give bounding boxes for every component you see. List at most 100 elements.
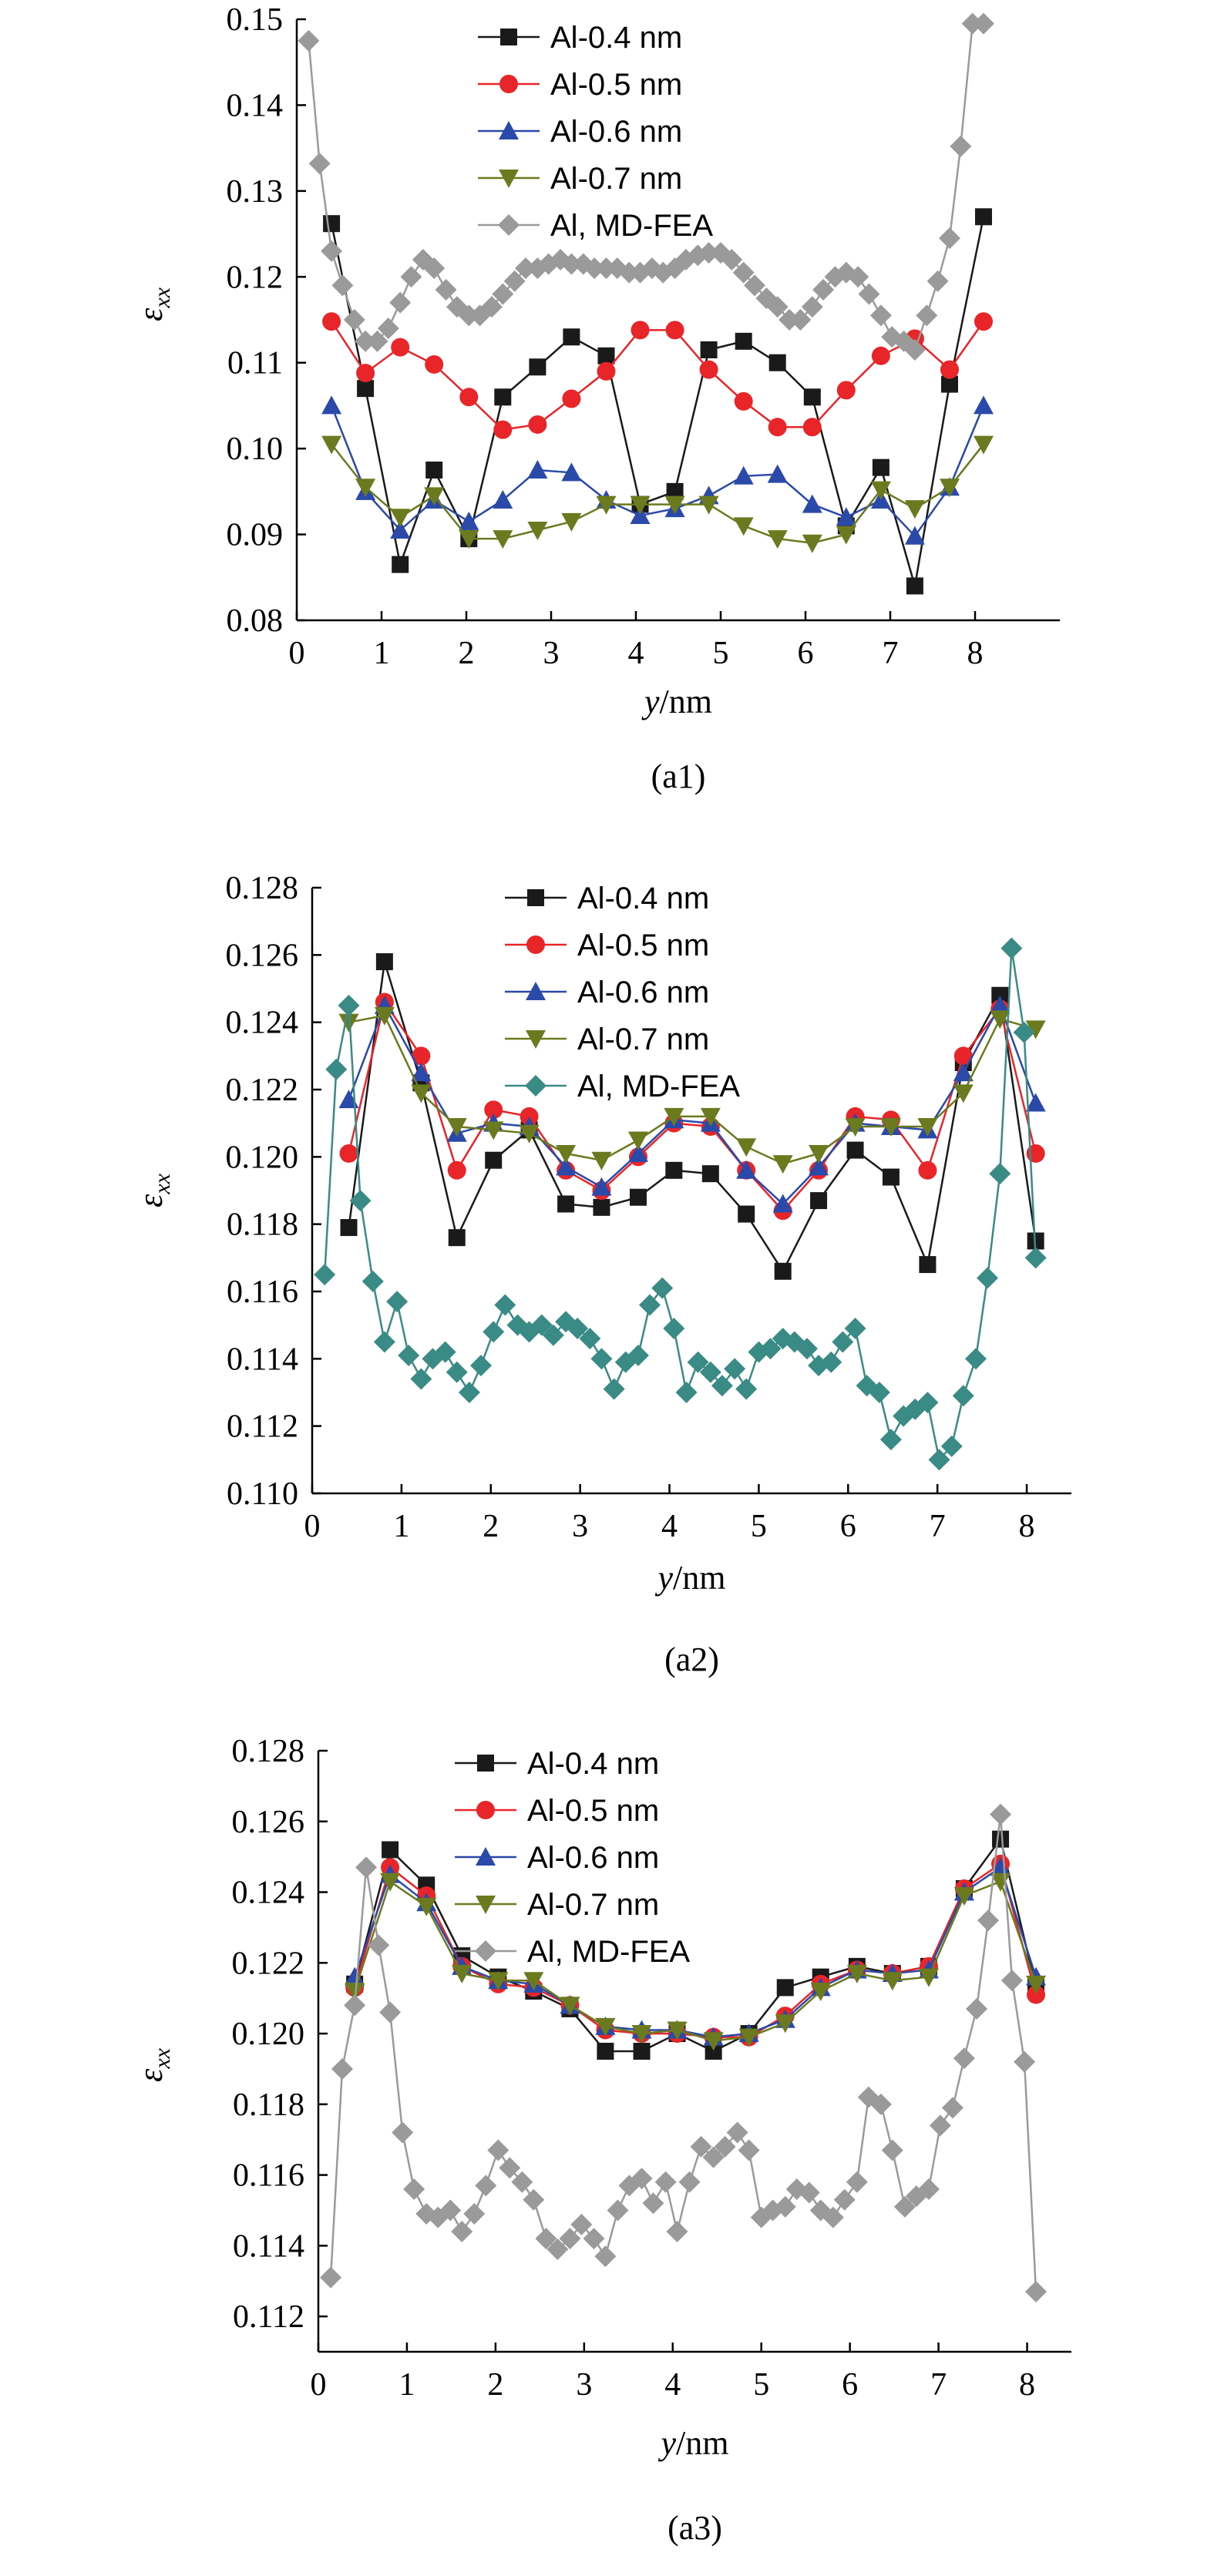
data-point bbox=[844, 1318, 866, 1340]
legend-item: Al-0.4 nm bbox=[478, 21, 682, 55]
data-point bbox=[392, 2121, 414, 2144]
data-point bbox=[357, 380, 375, 398]
data-point bbox=[494, 1294, 516, 1316]
data-point bbox=[355, 479, 376, 498]
data-point bbox=[869, 2093, 892, 2115]
data-point bbox=[320, 2266, 342, 2289]
data-point bbox=[629, 1188, 647, 1206]
data-point bbox=[446, 1361, 468, 1383]
data-point bbox=[953, 1887, 974, 1906]
data-point bbox=[735, 332, 752, 350]
y-tick-label: 0.13 bbox=[227, 174, 284, 210]
data-point bbox=[977, 1909, 999, 1932]
y-tick-label: 0.15 bbox=[227, 2, 284, 38]
x-tick-label: 7 bbox=[930, 1509, 946, 1544]
y-tick-label: 0.09 bbox=[227, 518, 284, 553]
axes: 0.110 0.112 0.114 0.116 0.118 0.120 0.122 0.124… bbox=[226, 871, 1071, 1544]
data-point bbox=[561, 512, 582, 532]
data-point bbox=[493, 530, 513, 549]
data-point bbox=[475, 2175, 497, 2197]
data-point bbox=[667, 2021, 688, 2040]
x-tick-label: 6 bbox=[840, 1509, 856, 1544]
data-point bbox=[990, 1803, 1012, 1825]
legend-item: Al-0.5 nm bbox=[505, 929, 709, 962]
data-point bbox=[459, 530, 479, 549]
data-point bbox=[880, 1118, 901, 1137]
data-point bbox=[974, 395, 994, 415]
chart-svg: 0.110 0.112 0.114 0.116 0.118 0.120 0.122 0.124… bbox=[132, 871, 1071, 1678]
data-point bbox=[447, 1160, 466, 1180]
data-point bbox=[411, 1063, 432, 1082]
x-tick-label: 3 bbox=[543, 636, 560, 671]
data-point bbox=[579, 1328, 601, 1350]
legend: Al-0.4 nm Al-0.5 nm Al-0.6 nm Al-0.7 nm Al, … bbox=[455, 1747, 690, 1969]
data-point bbox=[331, 2057, 354, 2080]
x-tick-label: 5 bbox=[751, 1509, 767, 1544]
axes: 0.112 0.114 0.116 0.118 0.120 0.122 0.124 0.126… bbox=[232, 1734, 1071, 2403]
data-point bbox=[400, 266, 422, 288]
data-point bbox=[527, 522, 548, 540]
legend-label: Al-0.5 nm bbox=[577, 929, 709, 962]
data-point bbox=[314, 1264, 336, 1286]
data-point bbox=[928, 1449, 950, 1471]
data-point bbox=[642, 2192, 664, 2215]
data-point bbox=[881, 2139, 903, 2161]
data-point bbox=[766, 296, 789, 318]
data-point bbox=[375, 953, 393, 971]
data-point bbox=[511, 2171, 533, 2193]
data-point bbox=[570, 2213, 593, 2235]
data-point bbox=[775, 2014, 795, 2034]
legend-item: Al-0.4 nm bbox=[455, 1747, 659, 1781]
x-tick-label: 5 bbox=[713, 636, 729, 671]
data-point bbox=[961, 12, 984, 35]
data-point bbox=[321, 395, 342, 415]
data-point bbox=[519, 1124, 540, 1144]
data-point bbox=[583, 257, 606, 280]
data-point bbox=[735, 1378, 758, 1400]
data-point bbox=[736, 1138, 757, 1157]
y-tick-label: 0.124 bbox=[232, 1876, 305, 1911]
data-point bbox=[481, 296, 503, 318]
x-tick-label: 2 bbox=[487, 2367, 503, 2403]
data-point bbox=[822, 2206, 844, 2228]
data-point bbox=[664, 495, 685, 515]
data-point bbox=[463, 2203, 486, 2225]
data-point bbox=[989, 1163, 1011, 1185]
data-point bbox=[356, 364, 375, 383]
data-point bbox=[392, 556, 409, 573]
data-point bbox=[953, 1084, 974, 1103]
data-point bbox=[991, 986, 1009, 1004]
legend-item: Al-0.6 nm bbox=[505, 976, 709, 1009]
data-point bbox=[631, 2025, 652, 2044]
data-point bbox=[917, 2178, 940, 2200]
data-point bbox=[798, 2181, 820, 2204]
data-point bbox=[654, 2171, 677, 2193]
data-point bbox=[809, 1144, 829, 1164]
data-point bbox=[882, 1168, 900, 1186]
data-point bbox=[738, 1205, 755, 1223]
legend-marker bbox=[476, 1847, 496, 1866]
data-point bbox=[567, 1318, 589, 1340]
legend-marker bbox=[500, 29, 517, 45]
data-point bbox=[528, 415, 547, 434]
x-tick-label: 5 bbox=[753, 2367, 769, 2403]
y-axis-title: εxx bbox=[132, 287, 175, 321]
data-point bbox=[411, 1084, 432, 1103]
data-point bbox=[702, 2146, 725, 2168]
series-4 bbox=[314, 937, 1047, 1471]
x-tick-label: 8 bbox=[1019, 2367, 1035, 2403]
data-point bbox=[801, 296, 823, 318]
y-tick-label: 0.114 bbox=[227, 1342, 298, 1377]
y-tick-label: 0.10 bbox=[227, 432, 284, 467]
axes: 0.08 0.09 0.10 0.11 0.12 0.13 0.14 0.15 0 1 2 3 4 5 6 7… bbox=[227, 2, 1060, 671]
data-point bbox=[711, 1375, 733, 1397]
data-point bbox=[732, 261, 755, 284]
legend-label: Al-0.4 nm bbox=[577, 882, 709, 915]
legend-marker bbox=[476, 1896, 496, 1914]
legend-label: Al-0.6 nm bbox=[527, 1841, 659, 1875]
chart-panel-a2: 0.110 0.112 0.114 0.116 0.118 0.120 0.122 0.124… bbox=[0, 855, 1214, 1711]
x-tick-label: 6 bbox=[798, 636, 814, 671]
data-point bbox=[542, 1324, 564, 1346]
data-point bbox=[618, 261, 641, 284]
data-point bbox=[298, 29, 320, 52]
